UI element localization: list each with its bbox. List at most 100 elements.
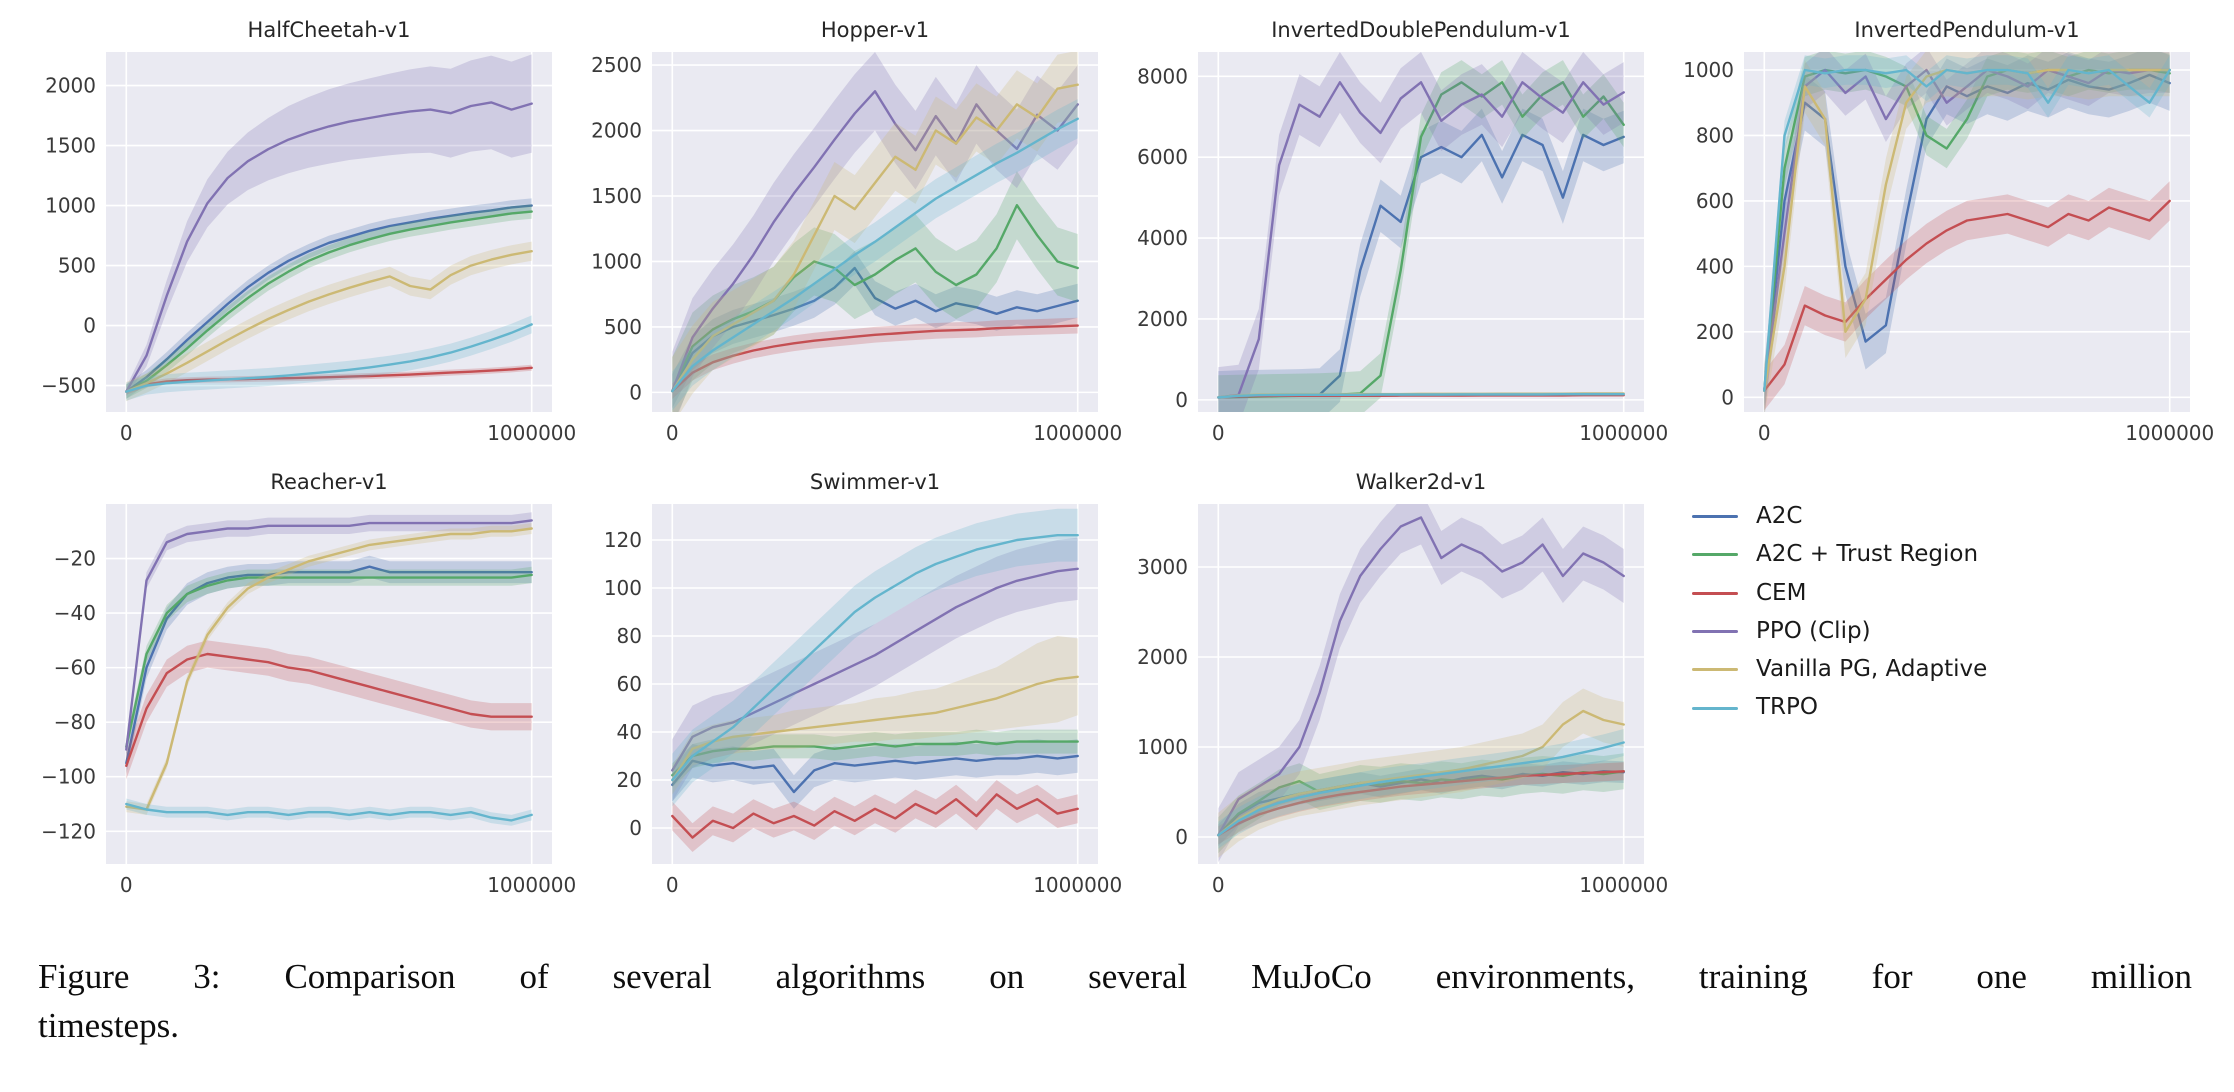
- legend-label: TRPO: [1756, 694, 1819, 721]
- legend-label: A2C: [1756, 503, 1803, 529]
- series-line-vanilla-pg-adaptive: [1217, 709, 1625, 837]
- series-line-cem: [1763, 199, 2171, 392]
- y-tick-label: 2000: [45, 74, 96, 98]
- legend: A2C A2C + Trust Region CEM PPO (Clip) Vanill…: [1666, 464, 2212, 916]
- series-line-vanilla-pg-adaptive: [125, 249, 533, 393]
- series-line-trpo: [1763, 68, 2171, 392]
- x-tick-label: 0: [1212, 421, 1225, 445]
- series-band-cem: [1218, 762, 1624, 845]
- series-line-a2c-trust-region: [671, 740, 1079, 777]
- x-tick-label: 1000000: [1033, 873, 1122, 897]
- y-tick-label: 1000: [45, 194, 96, 218]
- series-band-ppo-clip: [1218, 52, 1624, 412]
- series-line-cem: [1217, 770, 1625, 837]
- y-tick-label: 2000: [591, 119, 642, 143]
- y-tick-label: −40: [54, 601, 96, 625]
- series-line-ppo-clip: [125, 519, 533, 751]
- y-tick-label: 20: [617, 768, 642, 792]
- series-line-a2c-trust-region: [125, 573, 533, 748]
- series-band-a2c-trust-region: [1218, 753, 1624, 854]
- series-line-ppo-clip: [1217, 81, 1625, 399]
- series-line-cem: [671, 324, 1079, 393]
- series-line-a2c: [1763, 73, 2171, 392]
- legend-item-ppo-clip: PPO (Clip): [1692, 618, 2212, 644]
- series-line-vanilla-pg-adaptive: [125, 527, 533, 811]
- series-band-a2c: [672, 739, 1078, 809]
- x-tick-label: 0: [1758, 421, 1771, 445]
- series-band-vanilla-pg-adaptive: [1218, 688, 1624, 858]
- y-tick-label: 40: [617, 720, 642, 744]
- chart-canvas: HalfCheetah-v1 −500 0 500 1000 1500 2000 0 10000…: [41, 18, 576, 445]
- y-tick-label: 1500: [45, 134, 96, 158]
- chart-inverteddoublependulum: InvertedDoublePendulum-v1 0 2000 4000 6000 80…: [1120, 12, 1668, 464]
- chart-title: Reacher-v1: [270, 470, 387, 494]
- series-band-cem: [126, 640, 532, 780]
- x-tick-label: 0: [120, 421, 133, 445]
- y-tick-label: −80: [54, 710, 96, 734]
- series-band-ppo-clip: [672, 52, 1078, 412]
- series-band-a2c: [672, 251, 1078, 409]
- y-tick-label: 0: [1721, 385, 1734, 409]
- series-line-cem: [125, 652, 533, 767]
- legend-line-swatch: [1692, 553, 1738, 557]
- legend-label: CEM: [1756, 579, 1807, 606]
- chart-title: Swimmer-v1: [810, 470, 940, 494]
- y-tick-label: 0: [629, 380, 642, 404]
- x-tick-label: 1000000: [1033, 421, 1122, 445]
- series-band-vanilla-pg-adaptive: [672, 52, 1078, 412]
- series-line-a2c: [125, 204, 533, 393]
- chart-canvas: Hopper-v1 0 500 1000 1500 2000 2500 0 1000000: [591, 18, 1122, 445]
- y-tick-label: 3000: [1137, 555, 1188, 579]
- charts-grid: HalfCheetah-v1 −500 0 500 1000 1500 2000 0 10000…: [28, 12, 2214, 916]
- series-line-cem: [125, 366, 533, 393]
- legend-item-trpo: TRPO: [1692, 695, 2212, 720]
- series-line-a2c-trust-region: [125, 210, 533, 393]
- series-band-cem: [672, 780, 1078, 852]
- legend-item-a2c-trust-region: A2C + Trust Region: [1692, 541, 2212, 568]
- chart-canvas: InvertedPendulum-v1 0 200 400 600 800 1000 0 100…: [1683, 18, 2214, 445]
- y-tick-label: 0: [629, 816, 642, 840]
- figure-caption: Figure 3: Comparison of several algorith…: [38, 952, 2192, 1050]
- series-band-trpo: [1218, 729, 1624, 849]
- x-tick-label: 0: [666, 421, 679, 445]
- series-band-a2c-trust-region: [672, 729, 1078, 788]
- series-band-a2c: [1218, 108, 1624, 412]
- chart-title: InvertedPendulum-v1: [1854, 18, 2079, 42]
- x-tick-label: 0: [120, 873, 133, 897]
- y-tick-label: 60: [617, 672, 642, 696]
- x-tick-label: 1000000: [2125, 421, 2214, 445]
- series-line-vanilla-pg-adaptive: [671, 675, 1079, 782]
- y-tick-label: 100: [604, 576, 642, 600]
- y-tick-label: 2000: [1137, 645, 1188, 669]
- series-band-trpo: [1764, 55, 2170, 406]
- x-tick-label: 1000000: [1579, 873, 1668, 897]
- y-tick-label: −60: [54, 656, 96, 680]
- legend-label: A2C + Trust Region: [1756, 541, 1979, 568]
- caption-line-1: Figure 3: Comparison of several algorith…: [38, 957, 2192, 996]
- y-tick-label: 500: [604, 315, 642, 339]
- y-tick-label: 400: [1696, 254, 1734, 278]
- legend-item-a2c: A2C: [1692, 503, 2212, 529]
- series-line-trpo: [1217, 741, 1625, 837]
- y-tick-label: 600: [1696, 189, 1734, 213]
- chart-title: Hopper-v1: [821, 18, 929, 42]
- legend-line-swatch: [1692, 591, 1738, 595]
- y-tick-label: 0: [83, 314, 96, 338]
- series-band-a2c-trust-region: [1218, 60, 1624, 412]
- series-line-ppo-clip: [671, 90, 1079, 393]
- series-line-vanilla-pg-adaptive: [671, 83, 1079, 393]
- legend-line-swatch: [1692, 706, 1738, 710]
- series-band-a2c: [1764, 52, 2170, 412]
- series-band-ppo-clip: [126, 512, 532, 758]
- chart-title: Walker2d-v1: [1356, 470, 1487, 494]
- x-tick-label: 0: [666, 873, 679, 897]
- chart-halfcheetah: HalfCheetah-v1 −500 0 500 1000 1500 2000 0 10000…: [28, 12, 576, 464]
- series-line-ppo-clip: [1763, 68, 2171, 392]
- legend-line-swatch: [1692, 668, 1738, 672]
- series-line-a2c: [671, 754, 1079, 794]
- y-tick-label: 8000: [1137, 64, 1188, 88]
- legend-line-swatch: [1692, 630, 1738, 634]
- chart-title: HalfCheetah-v1: [248, 18, 411, 42]
- x-tick-label: 1000000: [487, 421, 576, 445]
- series-band-a2c-trust-region: [672, 171, 1078, 412]
